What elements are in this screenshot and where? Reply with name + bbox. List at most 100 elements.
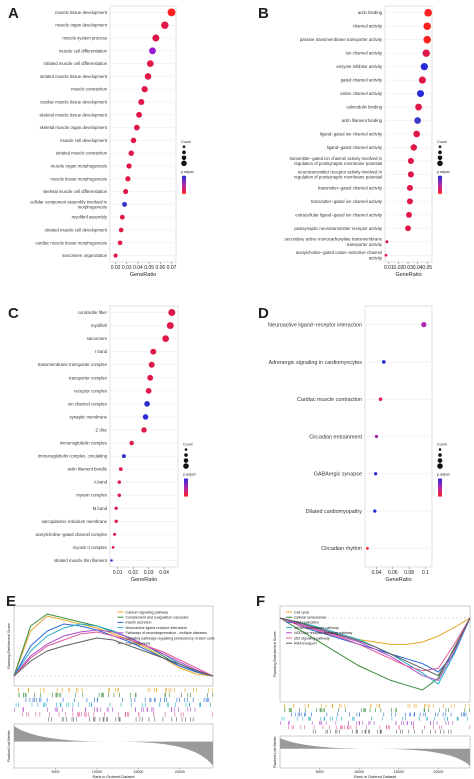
legend-entry: Signaling pathways regulating pluripoten… [125, 636, 214, 640]
x-tick-label: 0.05 [144, 265, 154, 271]
dot [413, 130, 420, 138]
legend-size-dot [182, 150, 186, 155]
category-label-line: myofibril assembly [72, 215, 108, 220]
x-tick-label: 10000 [92, 770, 102, 774]
category-label-line: M band [93, 506, 108, 511]
dot [117, 480, 122, 484]
x-axis-label: Rank in Ordered Dataset [354, 775, 397, 779]
category-label-line: A band [94, 480, 108, 485]
category-label-line: sarcomere [87, 336, 108, 341]
dot [161, 21, 169, 29]
dot [114, 519, 118, 523]
category-label: sarcoplasmic reticulum membrane [42, 519, 108, 524]
panel-label-e: E [6, 593, 16, 610]
dot [374, 434, 379, 439]
category-label: Z disc [96, 427, 108, 432]
category-label: transporter complex [69, 375, 108, 380]
dot [133, 124, 140, 131]
dot [420, 63, 428, 71]
legend-size-dot [437, 458, 443, 463]
series-line [279, 617, 471, 672]
x-tick-label: 0.04 [413, 265, 423, 271]
dot [121, 454, 126, 459]
category-label: transmitter−gated ion channel activity [311, 199, 383, 204]
legend-size-dot [182, 145, 186, 149]
dot [114, 506, 118, 510]
dot [381, 360, 386, 364]
category-label-line: synaptic membrane [70, 414, 108, 419]
category-label-line: skeletal muscle cell differentiation [43, 189, 108, 194]
category-label-line: skeletal muscle tissue development [39, 112, 107, 117]
legend-color-bar [438, 478, 442, 497]
legend-entry: Calcium signaling pathway [125, 610, 168, 614]
category-label-line: gated channel activity [341, 78, 383, 83]
x-tick-label: 15000 [394, 770, 404, 774]
category-label: Circadian rhythm [321, 546, 362, 552]
category-label: Dilated cardiomyopathy [306, 509, 363, 515]
category-label: immunoglobulin complex [60, 441, 108, 446]
category-label: muscle organ development [55, 23, 107, 28]
dot [123, 189, 129, 195]
category-label: actin filament binding [342, 118, 383, 123]
dot [373, 509, 377, 513]
category-label-line: regulation of postsynaptic membrane pote… [294, 174, 382, 179]
category-label-line: transmitter−gated channel activity [318, 185, 383, 190]
dot [138, 98, 145, 106]
category-label-line: I band [95, 349, 108, 354]
category-label: striated muscle cell development [45, 228, 108, 233]
legend-entry: mRNA surveillance pathway [294, 626, 339, 630]
category-label-line: Circadian rhythm [321, 546, 362, 552]
category-label: transmitter−gated channel activity [318, 185, 383, 190]
panel-label-a: A [8, 5, 19, 22]
dot [113, 532, 117, 536]
category-label: ligand−gated channel activity [327, 145, 383, 150]
x-tick-label: 0.01 [113, 570, 123, 576]
legend-entry: NOD-like receptor signaling pathway [294, 631, 353, 635]
category-label-line: immunoglobulin complex, circulating [38, 454, 108, 459]
legend-size-dot [438, 145, 442, 149]
category-label-line: transmembrane transporter complex [38, 362, 108, 367]
category-label: muscle organ morphogenesis [51, 164, 107, 169]
series-line [279, 617, 471, 691]
category-label-line: transporter activity [347, 242, 383, 247]
legend-size-title: Count [181, 140, 191, 144]
dot [422, 49, 430, 57]
category-label: cellular component assembly involved in m… [30, 199, 108, 209]
legend-entry: DNA replication [294, 621, 319, 625]
x-tick-label: 0.01 [384, 265, 394, 271]
series-line [13, 631, 214, 677]
legend-size-dot [437, 463, 443, 469]
x-tick-label: 0.05 [422, 265, 432, 271]
dot [166, 322, 174, 330]
category-label: skeletal muscle cell differentiation [43, 189, 108, 194]
legend-color-title: p.adjust [437, 170, 450, 174]
legend-size-title: Count [183, 443, 193, 447]
legend-color-bar [438, 175, 442, 194]
category-label: ion channel activity [346, 51, 383, 56]
x-tick-label: 0.02 [128, 570, 138, 576]
dot [144, 73, 152, 80]
category-label-line: sarcoplasmic reticulum membrane [42, 519, 108, 524]
dot [141, 86, 148, 93]
dot [423, 35, 431, 44]
x-tick-label: 0.04 [159, 570, 169, 576]
dot [148, 361, 155, 368]
category-label-line: passive transmembrane transporter activi… [300, 37, 383, 42]
category-label: myofibril [91, 323, 107, 328]
category-label-line: skeletal muscle organ development [40, 125, 108, 130]
dot [126, 163, 132, 169]
dot [117, 493, 122, 497]
dot [384, 253, 388, 257]
x-tick-label: 5000 [316, 770, 324, 774]
category-label: ion channel complex [68, 401, 108, 406]
category-label: striated muscle contraction [56, 151, 108, 156]
series-line [13, 629, 214, 677]
category-label: striated muscle thin filament [54, 558, 108, 563]
category-label: M band [93, 506, 108, 511]
dot [118, 227, 124, 233]
category-label-line: Dilated cardiomyopathy [306, 509, 363, 515]
category-label: receptor complex [74, 388, 108, 393]
dot [122, 201, 128, 207]
dot [366, 546, 369, 550]
